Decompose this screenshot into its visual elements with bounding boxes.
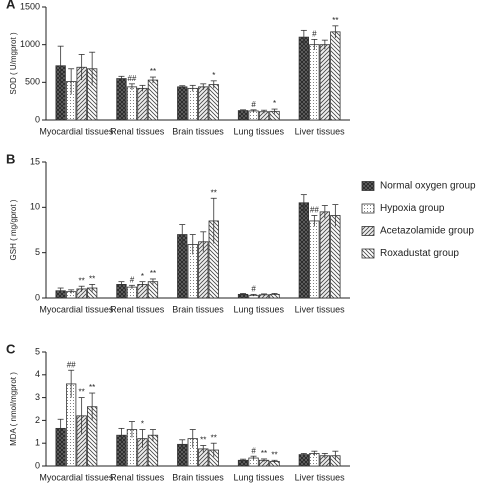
x-tick-label: Myocardial tissues — [39, 126, 114, 136]
significance-mark: ** — [150, 67, 156, 76]
legend-label: Acetazolamide group — [380, 226, 474, 237]
significance-mark: ** — [271, 450, 277, 459]
y-tick-label: 1500 — [20, 1, 40, 11]
bar — [187, 87, 198, 121]
legend-swatch — [361, 248, 375, 259]
bar — [137, 87, 148, 121]
significance-mark: ** — [211, 188, 217, 197]
x-tick-label: Lung tissues — [234, 304, 285, 314]
y-axis-label: MDA ( nmol/mgprot ) — [9, 372, 18, 446]
bar — [330, 31, 341, 121]
x-tick-label: Renal tissues — [110, 304, 165, 314]
bar — [208, 84, 219, 121]
legend-label: Roxadustat group — [380, 248, 459, 259]
y-tick-label: 2 — [35, 415, 40, 425]
x-tick-label: Brain tissues — [172, 126, 224, 136]
legend-label: Hypoxia group — [380, 203, 445, 214]
significance-mark: # — [251, 284, 256, 293]
y-tick-label: 0 — [35, 460, 40, 470]
bar — [319, 44, 331, 121]
significance-mark: ** — [89, 383, 95, 392]
x-tick-label: Myocardial tissues — [39, 304, 114, 314]
y-tick-label: 3 — [35, 392, 40, 402]
significance-mark: # — [312, 30, 317, 39]
x-tick-label: Renal tissues — [110, 472, 165, 482]
significance-mark: ## — [310, 206, 319, 215]
x-tick-label: Myocardial tissues — [39, 472, 114, 482]
bar — [248, 110, 259, 121]
y-tick-label: 0 — [35, 114, 40, 124]
significance-mark: * — [212, 71, 215, 80]
x-tick-label: Liver tissues — [295, 472, 346, 482]
significance-mark: ** — [79, 276, 85, 285]
x-tick-label: Lung tissues — [234, 126, 285, 136]
y-tick-label: 1 — [35, 438, 40, 448]
bar — [330, 215, 341, 299]
significance-mark: ** — [211, 433, 217, 442]
legend-label: Normal oxygen group — [380, 181, 476, 192]
x-tick-label: Renal tissues — [110, 126, 165, 136]
significance-mark: ** — [150, 269, 156, 278]
significance-mark: # — [251, 100, 256, 109]
bar — [319, 211, 331, 299]
bar — [309, 220, 320, 299]
y-axis-label: SOD ( U/mgprot ) — [9, 32, 18, 95]
significance-mark: # — [251, 446, 256, 455]
significance-mark: * — [141, 272, 144, 281]
bar — [309, 44, 320, 121]
significance-mark: ## — [127, 74, 136, 83]
bar — [298, 202, 310, 299]
significance-mark: ** — [89, 275, 95, 284]
legend-swatch — [361, 181, 375, 191]
significance-mark: ** — [332, 16, 338, 25]
bar — [198, 86, 209, 121]
significance-mark: ** — [261, 449, 267, 458]
x-tick-label: Liver tissues — [295, 304, 346, 314]
x-tick-label: Lung tissues — [234, 472, 285, 482]
y-tick-label: 10 — [30, 202, 40, 212]
legend-swatch — [361, 203, 375, 214]
y-tick-label: 5 — [35, 346, 40, 356]
bar — [116, 78, 127, 121]
significance-mark: * — [141, 420, 144, 429]
bar — [126, 86, 138, 121]
significance-mark: * — [273, 99, 276, 108]
y-tick-label: 15 — [30, 156, 40, 166]
significance-mark: ## — [67, 360, 76, 369]
panel-label: A — [6, 0, 16, 11]
bar — [298, 454, 310, 467]
y-tick-label: 5 — [35, 247, 40, 257]
bar — [298, 36, 310, 121]
x-tick-label: Brain tissues — [172, 304, 224, 314]
significance-mark: ** — [200, 436, 206, 445]
panel-label: C — [6, 341, 16, 356]
x-tick-label: Liver tissues — [295, 126, 346, 136]
significance-mark: ** — [79, 388, 85, 397]
bar — [177, 86, 188, 121]
panel-label: B — [6, 151, 15, 166]
y-tick-label: 0 — [35, 292, 40, 302]
y-tick-label: 4 — [35, 369, 40, 379]
y-tick-label: 1000 — [20, 39, 40, 49]
y-axis-label: GSH ( mg/gprot ) — [9, 199, 18, 260]
bar — [237, 110, 249, 121]
legend-swatch — [361, 226, 375, 236]
y-tick-label: 500 — [25, 77, 40, 87]
significance-mark: # — [130, 275, 135, 284]
x-tick-label: Brain tissues — [172, 472, 224, 482]
bar — [147, 79, 159, 121]
